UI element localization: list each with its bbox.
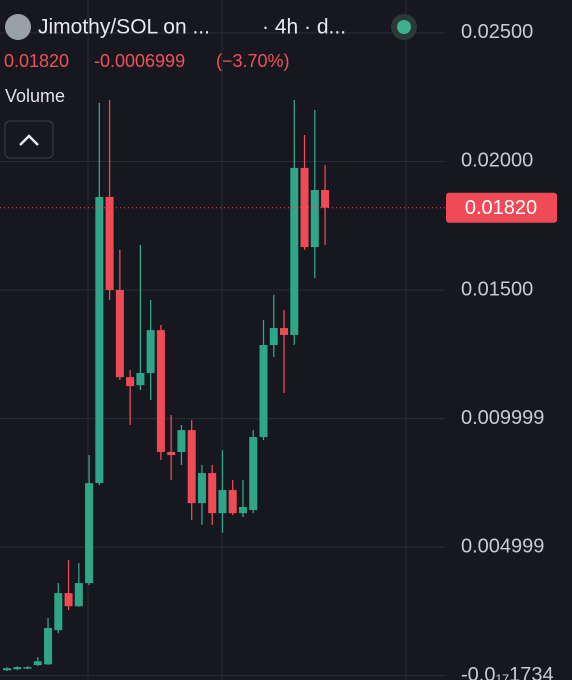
- candle-body: [136, 373, 145, 386]
- change: -0.0006999: [94, 51, 185, 71]
- candle-body: [33, 661, 42, 666]
- indicator-label: Volume: [5, 86, 65, 106]
- last-price-label: 0.01820: [465, 197, 537, 219]
- candle-body: [269, 328, 278, 346]
- candle-body: [54, 593, 63, 631]
- last-price: 0.01820: [0, 192, 557, 223]
- candle-body: [249, 437, 258, 511]
- y-tick-label: 0.02000: [461, 150, 533, 172]
- y-tick-label: -0.0₁₇1734: [461, 664, 554, 680]
- change-percent: (−3.70%): [216, 51, 290, 71]
- symbol-title[interactable]: Jimothy/SOL on ...: [38, 16, 210, 39]
- candle-body: [23, 667, 32, 669]
- last-value: 0.01820: [4, 51, 69, 71]
- y-tick-label: 0.009999: [461, 407, 544, 429]
- candle-body: [105, 196, 114, 290]
- y-tick-label: 0.01500: [461, 278, 533, 300]
- chevron-icon: [19, 134, 39, 146]
- candle-body: [321, 189, 330, 208]
- candle-body: [177, 430, 186, 452]
- candle-body: [95, 196, 104, 484]
- candle-body: [238, 506, 247, 514]
- candle-body: [167, 451, 176, 456]
- candle-body: [13, 667, 22, 670]
- candle-body: [44, 628, 53, 665]
- candle-body: [208, 473, 217, 514]
- y-tick-label: 0.02500: [461, 21, 533, 43]
- y-tick-label: 0.004999: [461, 535, 544, 557]
- candle-body: [228, 490, 237, 514]
- candle-body: [146, 330, 155, 374]
- candle-body: [280, 328, 289, 335]
- candle-body: [85, 483, 94, 584]
- symbol-icon[interactable]: [5, 14, 31, 40]
- candle-body: [64, 593, 73, 607]
- candle-body: [197, 473, 206, 504]
- last-price-box: [446, 192, 557, 223]
- candle-body: [259, 345, 268, 438]
- candle-body: [218, 490, 227, 514]
- candle-body: [126, 377, 135, 387]
- candle-body: [115, 289, 124, 378]
- status-dot: [397, 20, 411, 34]
- candle-body: [290, 167, 299, 335]
- candles: [3, 100, 330, 672]
- candle-body: [187, 430, 196, 504]
- candle-body: [156, 330, 165, 452]
- candle-body: [74, 583, 83, 607]
- grid: [0, 32, 445, 677]
- candle-body: [3, 668, 11, 671]
- interval[interactable]: · 4h · d...: [262, 16, 346, 39]
- candle-body: [310, 189, 319, 248]
- collapse-button[interactable]: [4, 120, 54, 159]
